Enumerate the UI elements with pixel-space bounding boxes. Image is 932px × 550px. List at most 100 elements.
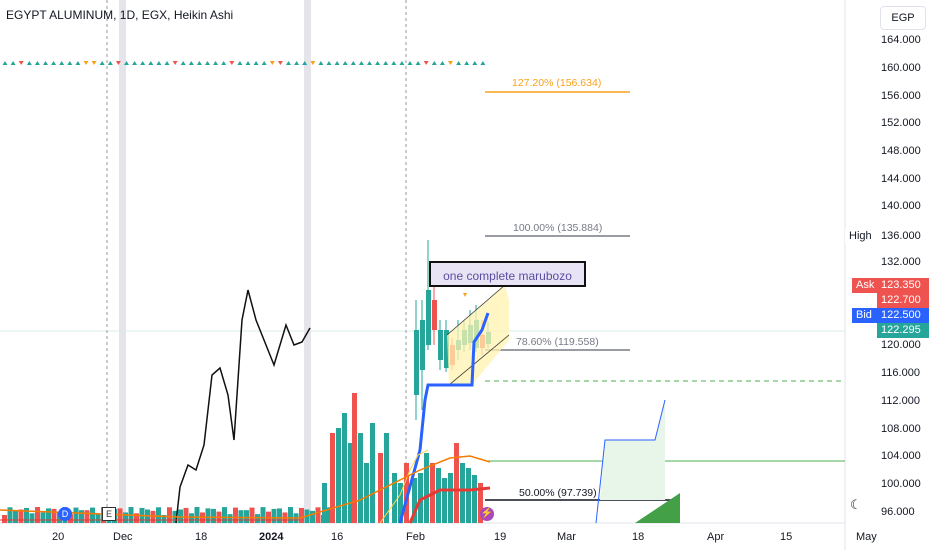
- ask-tag-value: 123.350: [877, 278, 929, 293]
- volume-bar: [322, 483, 327, 523]
- signal-triangle: [92, 61, 97, 65]
- moon-stars-icon[interactable]: ☾: [850, 497, 862, 513]
- signal-triangle: [108, 61, 113, 65]
- volume-bar: [239, 510, 244, 523]
- volume-bar: [466, 468, 471, 523]
- volume-bar: [85, 510, 90, 523]
- price-tick: 104.000: [875, 450, 932, 462]
- currency-selector[interactable]: EGP: [880, 6, 926, 30]
- signal-triangle: [391, 61, 396, 65]
- volume-bar: [233, 508, 238, 523]
- time-tick: 18: [195, 531, 207, 543]
- volume-bar: [342, 413, 347, 523]
- volume-bar: [244, 510, 249, 523]
- candle-body: [426, 290, 431, 345]
- price-tick: 120.000: [875, 339, 932, 351]
- signal-triangle: [440, 61, 445, 65]
- high-tag-label: High: [845, 229, 877, 244]
- signal-triangle: [480, 61, 485, 65]
- fib-level-786[interactable]: 78.60% (119.558): [516, 336, 599, 348]
- signal-triangle: [327, 61, 332, 65]
- session-band: [304, 0, 311, 523]
- fib-level-50[interactable]: 50.00% (97.739): [519, 487, 597, 499]
- volume-bar: [151, 511, 156, 523]
- signal-triangle: [464, 61, 469, 65]
- volume-bar: [46, 508, 51, 523]
- bid-tag-label: Bid: [852, 308, 877, 323]
- annotation-box[interactable]: one complete marubozo: [429, 261, 586, 287]
- volume-bar: [250, 508, 255, 523]
- signal-triangle: [132, 61, 137, 65]
- price-tick: 112.000: [875, 395, 932, 407]
- signal-triangle: [375, 61, 380, 65]
- last-price-tag: 122.700: [877, 293, 929, 308]
- signal-triangle: [213, 61, 218, 65]
- fib-level-1272[interactable]: 127.20% (156.634): [512, 77, 601, 89]
- signal-triangle: [43, 61, 48, 65]
- volume-bar: [277, 508, 282, 523]
- time-tick: 16: [331, 531, 343, 543]
- signal-triangle: [254, 61, 259, 65]
- price-tick: 140.000: [875, 200, 932, 212]
- dividend-badge[interactable]: D: [58, 507, 72, 521]
- signal-triangle: [51, 61, 56, 65]
- volume-bar: [336, 428, 341, 523]
- volume-bar: [123, 512, 128, 523]
- volume-bar: [442, 478, 447, 523]
- volume-bar: [184, 508, 189, 523]
- ask-tag-label: Ask: [852, 278, 877, 293]
- volume-bar: [454, 443, 459, 523]
- volume-bar: [424, 453, 429, 523]
- volume-bar: [288, 507, 293, 523]
- signal-triangle: [59, 61, 64, 65]
- volume-bar: [384, 433, 389, 523]
- volume-bar: [310, 511, 315, 523]
- signal-triangle: [165, 61, 170, 65]
- volume-bar: [2, 515, 7, 523]
- signal-triangle: [424, 61, 429, 65]
- candle-body: [414, 330, 419, 395]
- price-tick: 108.000: [875, 423, 932, 435]
- fib-level-100[interactable]: 100.00% (135.884): [513, 222, 602, 234]
- signal-triangle: [246, 61, 251, 65]
- signal-triangle: [205, 61, 210, 65]
- signal-triangle: [19, 61, 24, 65]
- earnings-badge[interactable]: E: [102, 507, 116, 521]
- signal-triangle: [335, 61, 340, 65]
- signal-triangle: [383, 61, 388, 65]
- time-tick: 19: [494, 531, 506, 543]
- signal-triangle: [456, 61, 461, 65]
- price-tick: 152.000: [875, 117, 932, 129]
- cloud-area: [600, 400, 665, 500]
- volume-bar: [364, 463, 369, 523]
- signal-triangle: [181, 61, 186, 65]
- volume-bar: [272, 509, 277, 523]
- time-tick: 18: [632, 531, 644, 543]
- volume-bar: [30, 513, 35, 523]
- volume-bar: [352, 393, 357, 523]
- signal-triangle: [286, 61, 291, 65]
- candle-body: [420, 320, 425, 370]
- volume-bar: [392, 473, 397, 523]
- volume-bar: [52, 509, 57, 523]
- signal-triangle: [278, 61, 283, 65]
- time-tick: Apr: [707, 531, 724, 543]
- signal-triangle: [408, 61, 413, 65]
- volume-bar: [228, 514, 233, 523]
- price-tick: 132.000: [875, 256, 932, 268]
- symbol-title[interactable]: EGYPT ALUMINUM, 1D, EGX, Heikin Ashi: [6, 8, 233, 22]
- signal-triangle: [197, 61, 202, 65]
- volume-bar: [460, 463, 465, 523]
- price-tick: 164.000: [875, 34, 932, 46]
- price-tick: 148.000: [875, 145, 932, 157]
- signal-triangle: [432, 61, 437, 65]
- price-tick: 144.000: [875, 173, 932, 185]
- time-tick: May: [856, 531, 877, 543]
- volume-bar: [378, 453, 383, 523]
- candle-body: [438, 330, 443, 360]
- signal-triangle: [416, 61, 421, 65]
- lightning-icon[interactable]: ⚡: [480, 507, 494, 521]
- signal-triangle: [229, 61, 234, 65]
- candle-body: [432, 300, 437, 330]
- volume-bar: [189, 513, 194, 523]
